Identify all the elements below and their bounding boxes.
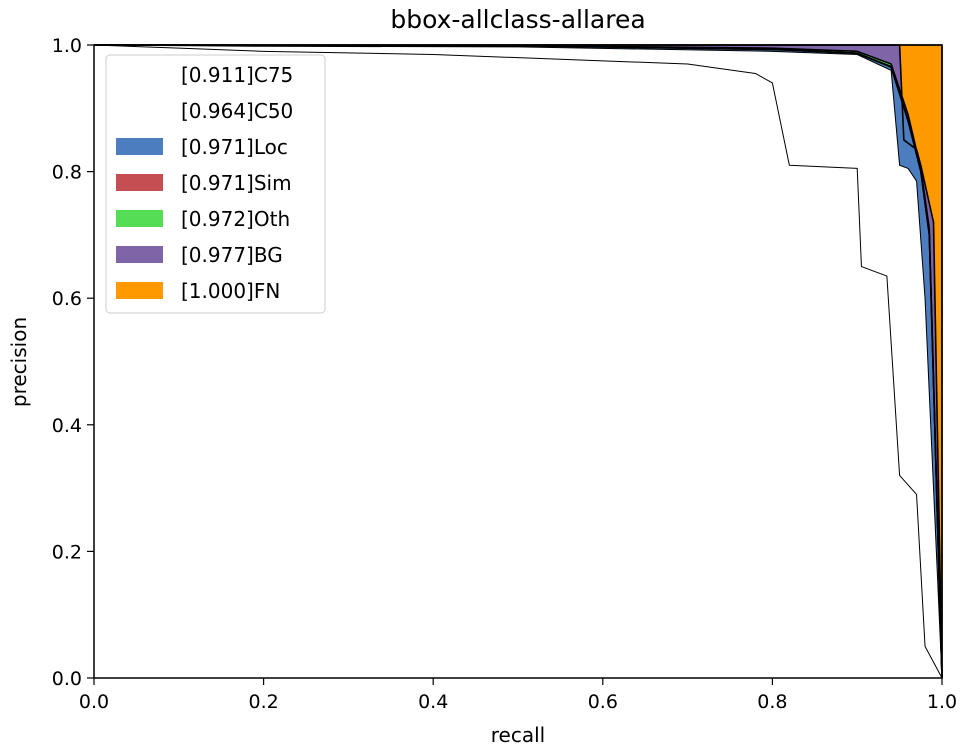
legend-swatch-oth [116, 210, 163, 227]
legend-label-loc: [0.971]Loc [181, 135, 288, 159]
y-tick-label: 0.4 [52, 415, 82, 437]
plot-frame [93, 44, 943, 679]
legend-swatch-loc [116, 138, 163, 155]
legend-label-sim: [0.971]Sim [181, 171, 292, 195]
y-tick-label: 0.8 [52, 162, 82, 184]
x-axis-ticks: 0.0 0.2 0.4 0.6 0.8 1.0 [79, 678, 957, 713]
x-tick-label: 0.4 [418, 691, 448, 713]
x-tick-label: 0.2 [248, 691, 278, 713]
x-tick-label: 0.6 [588, 691, 618, 713]
y-tick-label: 0.6 [52, 288, 82, 310]
legend-swatch-sim [116, 174, 163, 191]
legend-swatch-fn [116, 282, 163, 299]
legend-label-fn: [1.000]FN [181, 279, 280, 303]
legend-label-c75: [0.911]C75 [181, 63, 293, 87]
y-tick-label: 1.0 [52, 35, 82, 57]
legend-label-bg: [0.977]BG [181, 243, 283, 267]
x-axis-label: recall [491, 723, 545, 747]
y-axis-label: precision [7, 317, 31, 407]
legend-label-oth: [0.972]Oth [181, 207, 290, 231]
x-tick-label: 1.0 [927, 691, 957, 713]
legend-swatch-bg [116, 246, 163, 263]
y-axis-ticks: 0.0 0.2 0.4 0.6 0.8 1.0 [52, 35, 94, 690]
chart-title: bbox-allclass-allarea [390, 5, 645, 34]
legend-swatch-c75 [116, 66, 163, 83]
y-tick-label: 0.0 [52, 668, 82, 690]
curve-c75 [93, 44, 943, 679]
y-tick-label: 0.2 [52, 541, 82, 563]
curve-c50 [93, 44, 943, 679]
x-tick-label: 0.0 [79, 691, 109, 713]
x-tick-label: 0.8 [757, 691, 787, 713]
curve-loc [93, 44, 943, 679]
legend-label-c50: [0.964]C50 [181, 99, 293, 123]
legend-swatch-c50 [116, 102, 163, 119]
legend: [0.911]C75 [0.964]C50 [0.971]Loc [0.971]Sim… [105, 54, 326, 314]
